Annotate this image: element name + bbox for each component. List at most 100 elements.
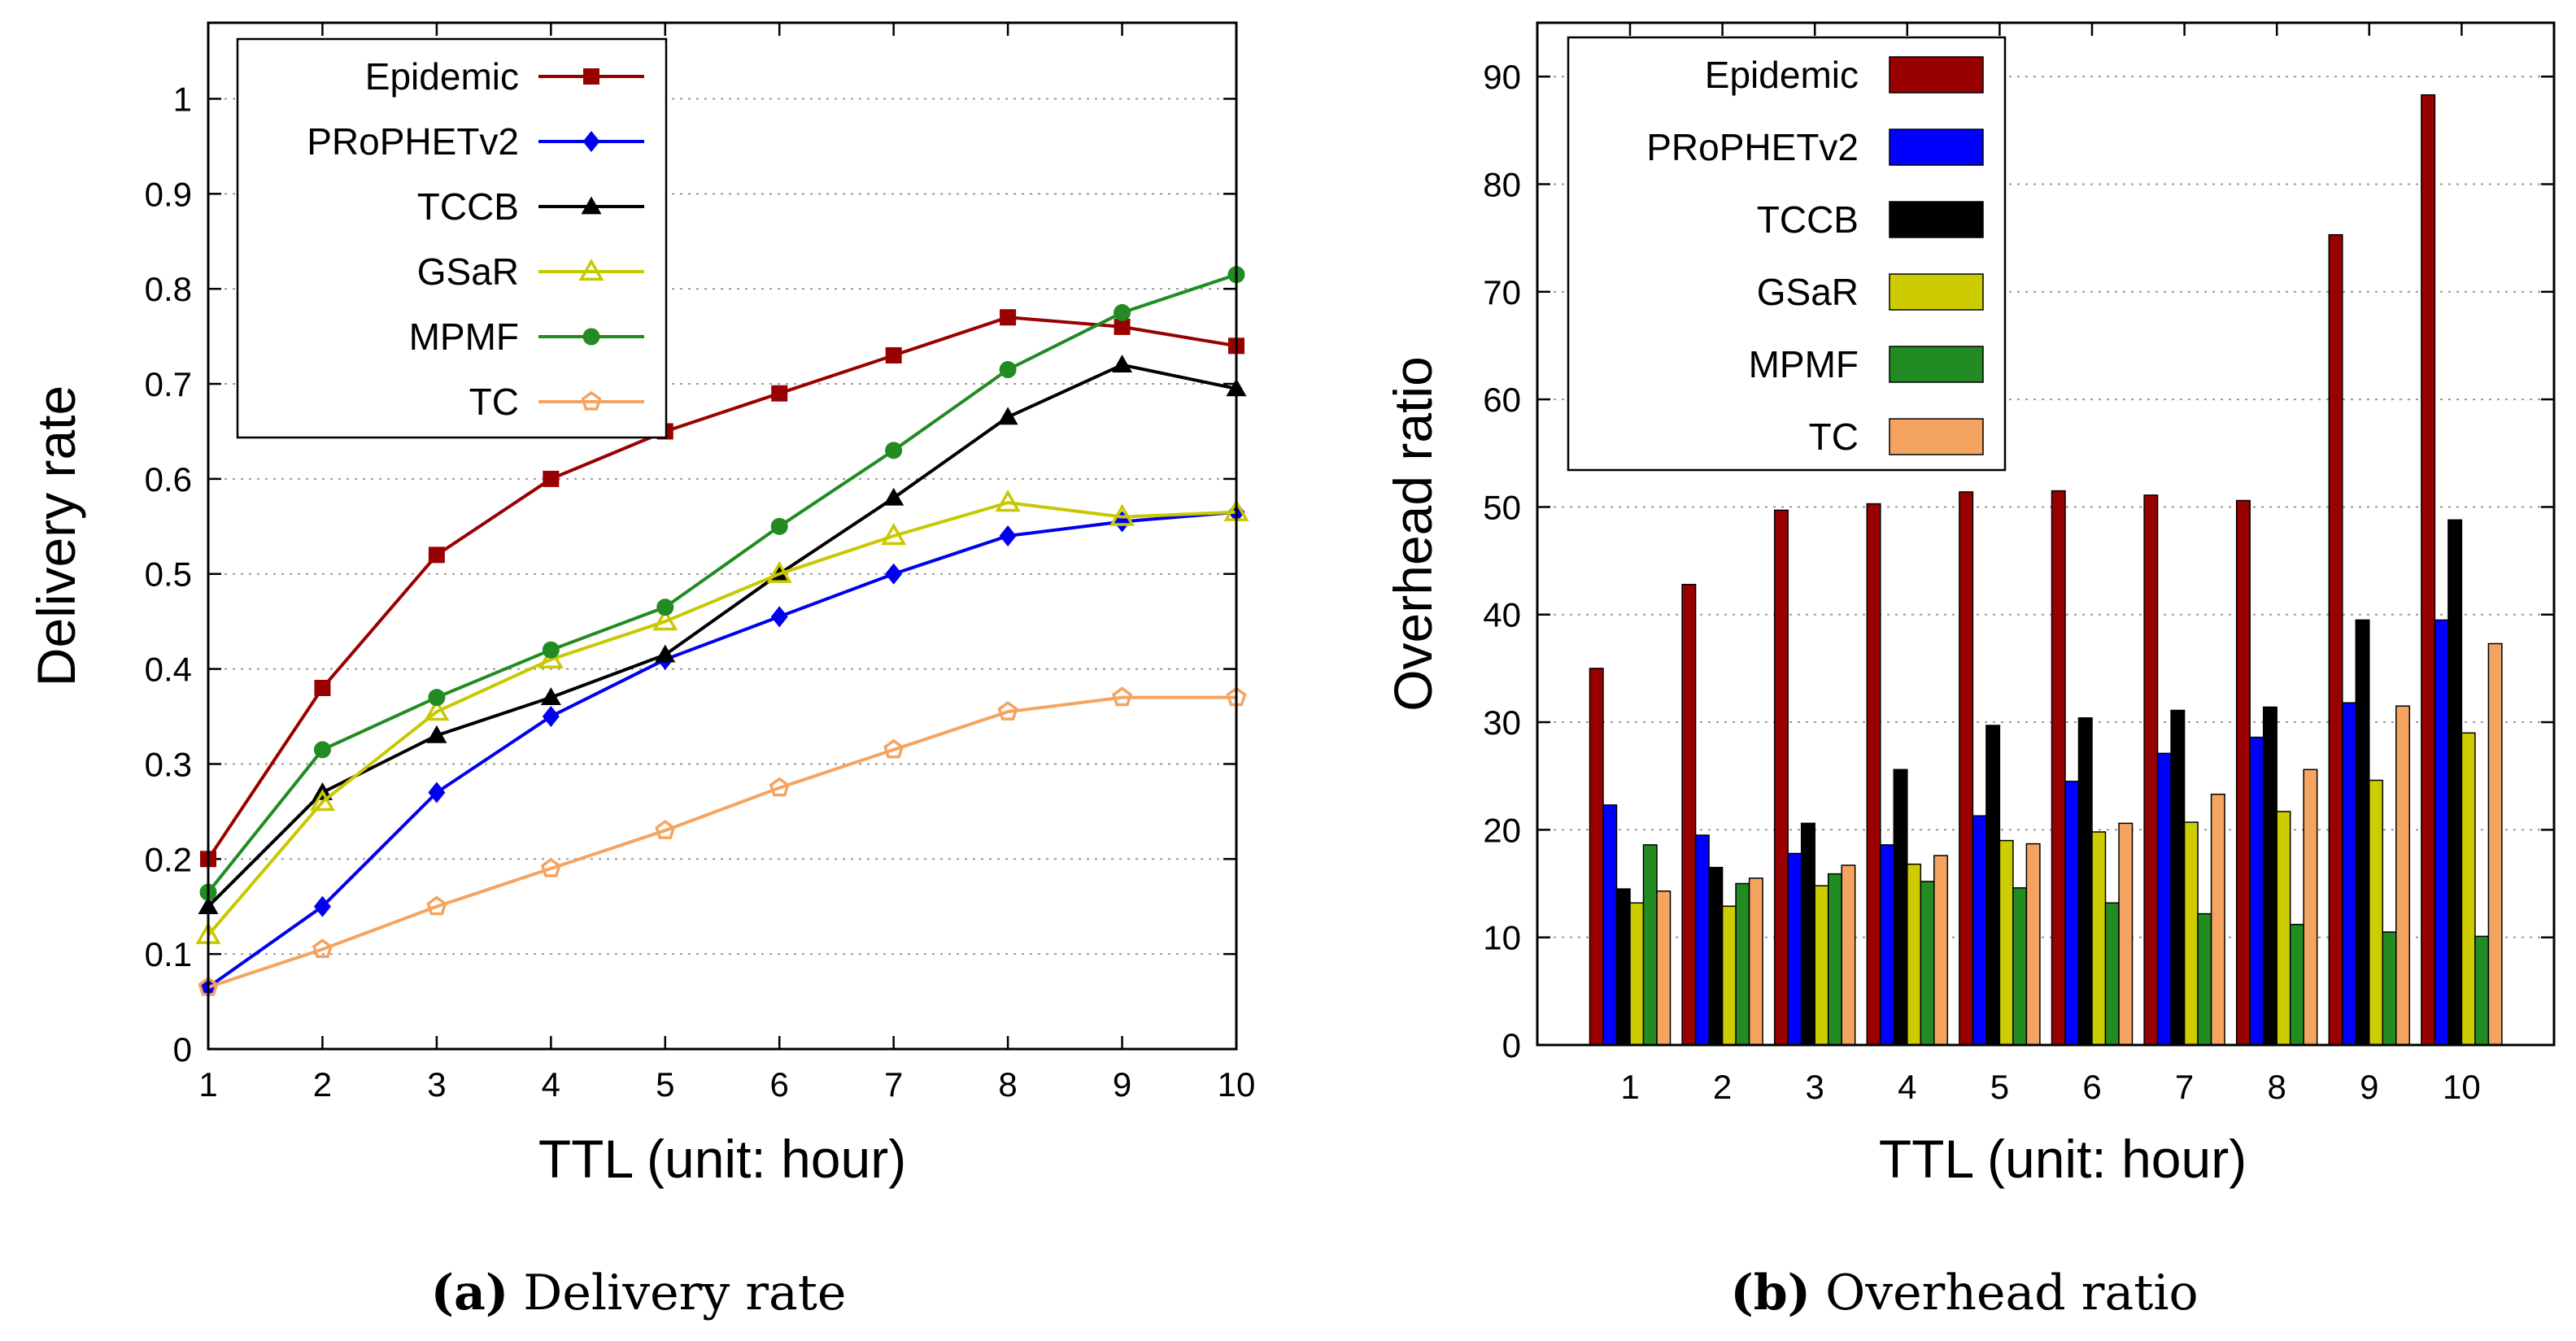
- y-tick-label: 20: [1483, 811, 1521, 849]
- y-tick-label: 0.6: [145, 460, 192, 499]
- bar-gsar: [1907, 863, 1922, 1046]
- bar-gsar: [1629, 902, 1645, 1046]
- data-point-mpmf: [542, 641, 560, 659]
- bar-epidemic: [2235, 499, 2251, 1046]
- bar-tc: [1748, 877, 1763, 1046]
- bar-prophetv2: [1694, 834, 1710, 1046]
- legend-marker: [582, 131, 600, 152]
- data-point-gsar: [881, 522, 907, 546]
- legend-label: Epidemic: [365, 55, 519, 98]
- data-point-epidemic: [1114, 318, 1131, 335]
- bar-mpmf: [2104, 902, 2120, 1046]
- data-point-tc-shape: [769, 777, 790, 797]
- series-line-tccb: [207, 363, 1237, 908]
- bar-tccb: [1800, 822, 1815, 1046]
- data-point-prophetv2: [313, 895, 331, 917]
- bar-gsar: [2276, 811, 2291, 1046]
- legend-box: [236, 37, 668, 439]
- x-tick-label: 7: [2175, 1068, 2194, 1106]
- y-tick-label: 40: [1483, 596, 1521, 634]
- data-point-epidemic: [771, 385, 788, 402]
- data-point-mpmf-shape: [999, 361, 1017, 379]
- legend-label: MPMF: [1749, 343, 1859, 385]
- data-point-tccb: [883, 487, 904, 506]
- data-point-mpmf: [770, 517, 788, 535]
- bar-prophetv2: [1787, 852, 1802, 1046]
- bar-gsar: [2183, 821, 2199, 1046]
- data-point-mpmf: [885, 442, 903, 459]
- legend: Epidemic PRoPHETv2 TCCB GSaR MPMF TC: [236, 37, 668, 439]
- bar-mpmf: [2382, 931, 2397, 1046]
- legend-entry-prophetv2: PRoPHETv2: [1646, 126, 1984, 168]
- data-point-gsar: [766, 560, 792, 583]
- legend-marker-shape: [583, 68, 599, 85]
- y-tick-label: 0.2: [145, 840, 192, 878]
- x-tick-label: 4: [542, 1065, 560, 1104]
- bar-epidemic: [2421, 94, 2436, 1046]
- series-line-mpmf: [207, 272, 1237, 894]
- bar-tccb: [1615, 888, 1631, 1046]
- bar-epidemic: [2051, 490, 2066, 1046]
- legend-marker: [581, 390, 602, 411]
- x-tick-label: 9: [2360, 1068, 2378, 1106]
- data-point-tccb-shape: [540, 687, 561, 706]
- y-tick-label: 0.5: [145, 555, 192, 594]
- data-point-epidemic: [1000, 309, 1017, 326]
- data-point-tccb: [655, 644, 676, 663]
- delivery-rate-chart: 0 0.1 0.2 0.3 0.4 0.5 0.6 0.7 0.8 0.9 1 1 2 3 4 5 6 7 8 9 10…: [26, 21, 1255, 1321]
- legend-swatch: [1889, 56, 1984, 94]
- legend-marker: [581, 196, 602, 215]
- bar-mpmf: [2474, 935, 2490, 1046]
- x-tick-label: 6: [2082, 1068, 2101, 1106]
- data-point-tc: [1112, 686, 1133, 707]
- data-point-tc-shape: [426, 895, 447, 916]
- x-tick-label: 2: [313, 1065, 332, 1104]
- bar-tc: [1841, 864, 1856, 1046]
- data-point-tc-shape: [1112, 686, 1133, 707]
- y-tick-label: 50: [1483, 488, 1521, 526]
- bar-prophetv2: [1602, 804, 1618, 1046]
- x-tick-label: 1: [1620, 1068, 1639, 1106]
- legend-entry-tc: TC: [469, 381, 644, 423]
- x-axis-label: TTL (unit: hour): [1879, 1129, 2247, 1189]
- caption-label: (b): [1730, 1265, 1811, 1321]
- data-point-prophetv2: [770, 606, 788, 628]
- data-point-mpmf-shape: [542, 641, 560, 659]
- caption-label: (a): [431, 1265, 509, 1321]
- bar-tccb: [2077, 717, 2093, 1046]
- x-tick-label: 6: [770, 1065, 789, 1104]
- legend-entry-mpmf: MPMF: [1749, 343, 1984, 385]
- bar-gsar: [1998, 839, 2014, 1046]
- y-axis-label: Overhead ratio: [1383, 356, 1443, 712]
- series-line-epidemic: [207, 316, 1237, 860]
- series-line-prophetv2: [207, 510, 1237, 989]
- data-point-gsar-shape: [995, 490, 1021, 512]
- data-point-epidemic-shape: [771, 385, 788, 402]
- legend-entry-tc: TC: [1809, 416, 1984, 458]
- series-line-tc: [207, 695, 1236, 989]
- legend-swatch: [1889, 418, 1984, 455]
- bar-prophetv2: [2342, 702, 2357, 1046]
- bar-tc: [2025, 842, 2041, 1046]
- legend-label: GSaR: [1757, 271, 1859, 313]
- x-tick-label: 4: [1898, 1068, 1916, 1106]
- series-gsar: [195, 490, 1249, 944]
- bar-tc: [1656, 890, 1672, 1046]
- data-point-mpmf: [428, 689, 446, 707]
- data-point-gsar-shape: [881, 522, 907, 546]
- data-point-tc-shape: [997, 701, 1018, 721]
- data-point-tccb-shape: [426, 725, 447, 743]
- data-point-mpmf: [1114, 303, 1131, 321]
- data-point-prophetv2-shape: [428, 782, 446, 803]
- data-point-gsar-shape: [424, 699, 450, 721]
- bar-tccb: [1985, 725, 2001, 1046]
- y-tick-label: 0: [173, 1030, 192, 1069]
- y-tick-label: 60: [1483, 381, 1521, 419]
- legend-entry-epidemic: Epidemic: [1705, 54, 1984, 96]
- bar-tccb: [2447, 519, 2463, 1046]
- data-point-tc-shape: [312, 938, 333, 958]
- data-point-epidemic: [428, 546, 445, 564]
- bar-mpmf: [2289, 924, 2304, 1046]
- data-point-tccb: [1112, 355, 1133, 373]
